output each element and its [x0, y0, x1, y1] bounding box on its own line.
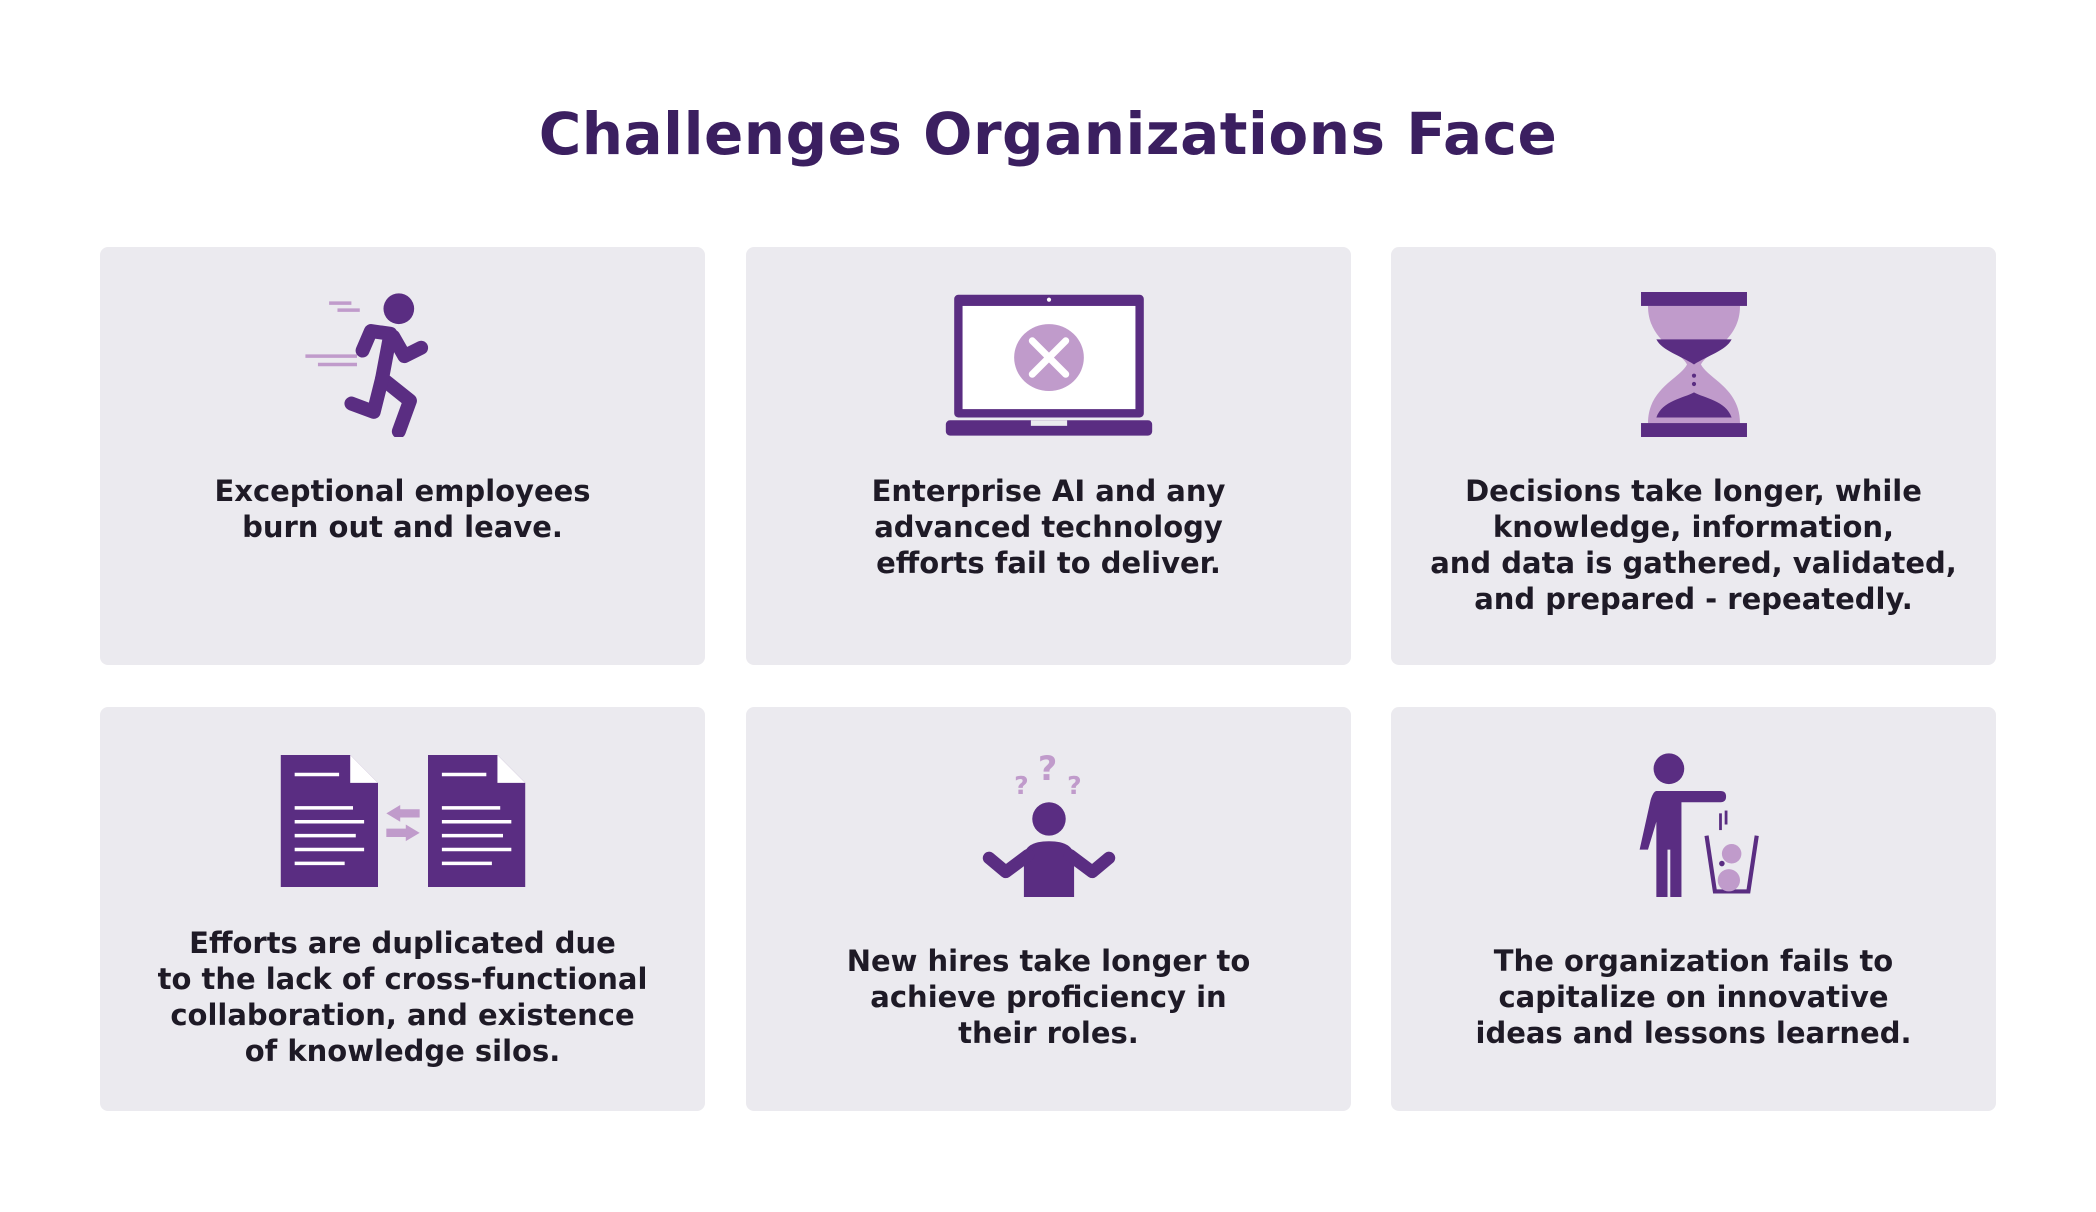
running-person-icon	[298, 292, 508, 439]
challenge-card-decisions: Decisions take longer, while knowledge, …	[1391, 247, 1996, 665]
person-discarding-lightbulbs-icon	[1589, 752, 1799, 897]
svg-text:?: ?	[1037, 752, 1056, 788]
challenge-text: Exceptional employees burn out and leave…	[214, 474, 591, 544]
challenge-text: Efforts are duplicated due to the lack o…	[157, 926, 648, 1068]
challenge-text: New hires take longer to achieve profici…	[846, 944, 1251, 1050]
svg-text:?: ?	[1067, 771, 1082, 800]
challenge-text: Enterprise AI and any advanced technolog…	[871, 474, 1226, 580]
duplicate-documents-icon	[278, 752, 528, 897]
confused-person-icon: ???	[944, 749, 1154, 897]
challenge-text: Decisions take longer, while knowledge, …	[1430, 474, 1957, 616]
challenge-text: The organization fails to capitalize on …	[1475, 944, 1912, 1050]
challenge-card-innovation: The organization fails to capitalize on …	[1391, 707, 1996, 1111]
svg-text:?: ?	[1014, 771, 1029, 800]
page-title: Challenges Organizations Face	[538, 100, 1558, 168]
challenge-card-burnout: Exceptional employees burn out and leave…	[100, 247, 705, 665]
challenge-card-duplication: Efforts are duplicated due to the lack o…	[100, 707, 705, 1111]
laptop-error-icon	[944, 292, 1154, 437]
challenge-card-technology: Enterprise AI and any advanced technolog…	[746, 247, 1351, 665]
hourglass-icon	[1589, 292, 1799, 437]
challenge-card-new-hires: ??? New hires take longer to achieve pro…	[746, 707, 1351, 1111]
